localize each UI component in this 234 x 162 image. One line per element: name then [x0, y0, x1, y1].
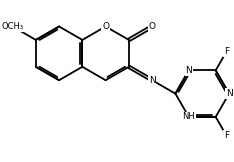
Text: NH: NH: [183, 112, 195, 121]
Text: O: O: [149, 22, 156, 31]
Text: OCH₃: OCH₃: [1, 22, 24, 31]
Text: N: N: [226, 89, 232, 98]
Text: N: N: [149, 76, 156, 85]
Text: N: N: [185, 66, 192, 75]
Text: F: F: [224, 131, 229, 140]
Text: F: F: [224, 47, 229, 56]
Text: O: O: [102, 22, 109, 31]
